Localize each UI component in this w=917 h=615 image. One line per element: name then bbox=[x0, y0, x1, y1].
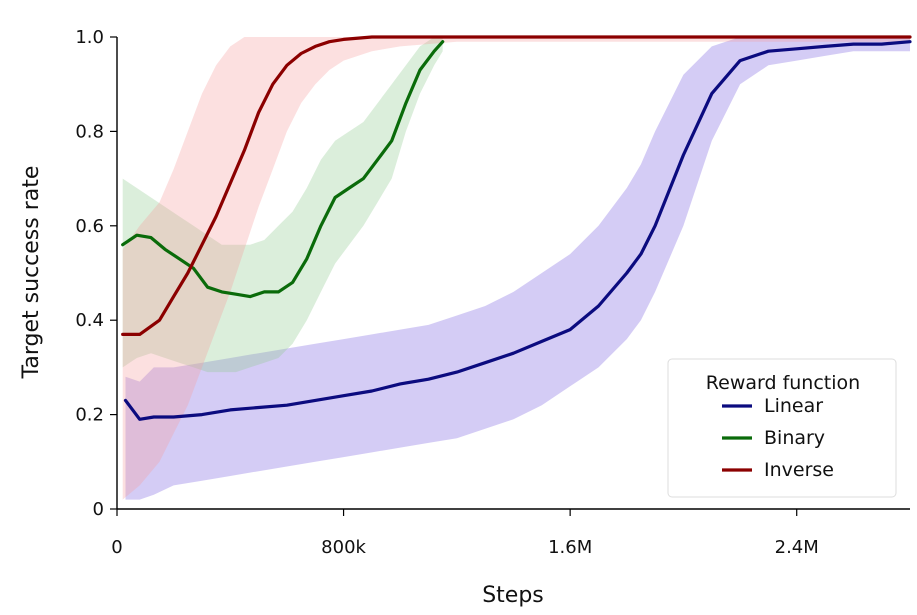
axes bbox=[116, 37, 910, 510]
legend-label-inverse: Inverse bbox=[764, 459, 834, 481]
x-ticks: 0 800k 1.6M 2.4M bbox=[111, 509, 819, 558]
legend-title: Reward function bbox=[706, 372, 860, 394]
x-tick-label: 1.6M bbox=[548, 537, 592, 558]
legend: Reward function Linear Binary Inverse bbox=[667, 358, 897, 498]
legend-label-binary: Binary bbox=[764, 427, 825, 449]
confidence-bands bbox=[122, 37, 910, 500]
y-ticks: 0 0.2 0.4 0.6 0.8 1.0 bbox=[75, 27, 117, 520]
band-linear bbox=[125, 37, 910, 500]
y-tick-label: 0.4 bbox=[75, 310, 104, 331]
y-tick-label: 1.0 bbox=[75, 27, 104, 48]
x-tick-label: 800k bbox=[321, 537, 366, 558]
x-tick-label: 2.4M bbox=[775, 537, 819, 558]
y-tick-label: 0.2 bbox=[75, 405, 104, 426]
legend-box bbox=[667, 358, 897, 498]
y-tick-label: 0.6 bbox=[75, 216, 104, 237]
y-axis-title: Target success rate bbox=[19, 166, 44, 380]
y-tick-label: 0 bbox=[93, 499, 104, 520]
line-binary bbox=[121, 40, 445, 299]
x-tick-label: 0 bbox=[111, 537, 122, 558]
series-lines bbox=[121, 35, 912, 421]
legend-items: Linear Binary Inverse bbox=[722, 395, 834, 481]
band-binary bbox=[122, 37, 443, 373]
legend-label-linear: Linear bbox=[764, 395, 823, 417]
x-axis-title: Steps bbox=[482, 583, 544, 608]
y-tick-label: 0.8 bbox=[75, 121, 104, 142]
